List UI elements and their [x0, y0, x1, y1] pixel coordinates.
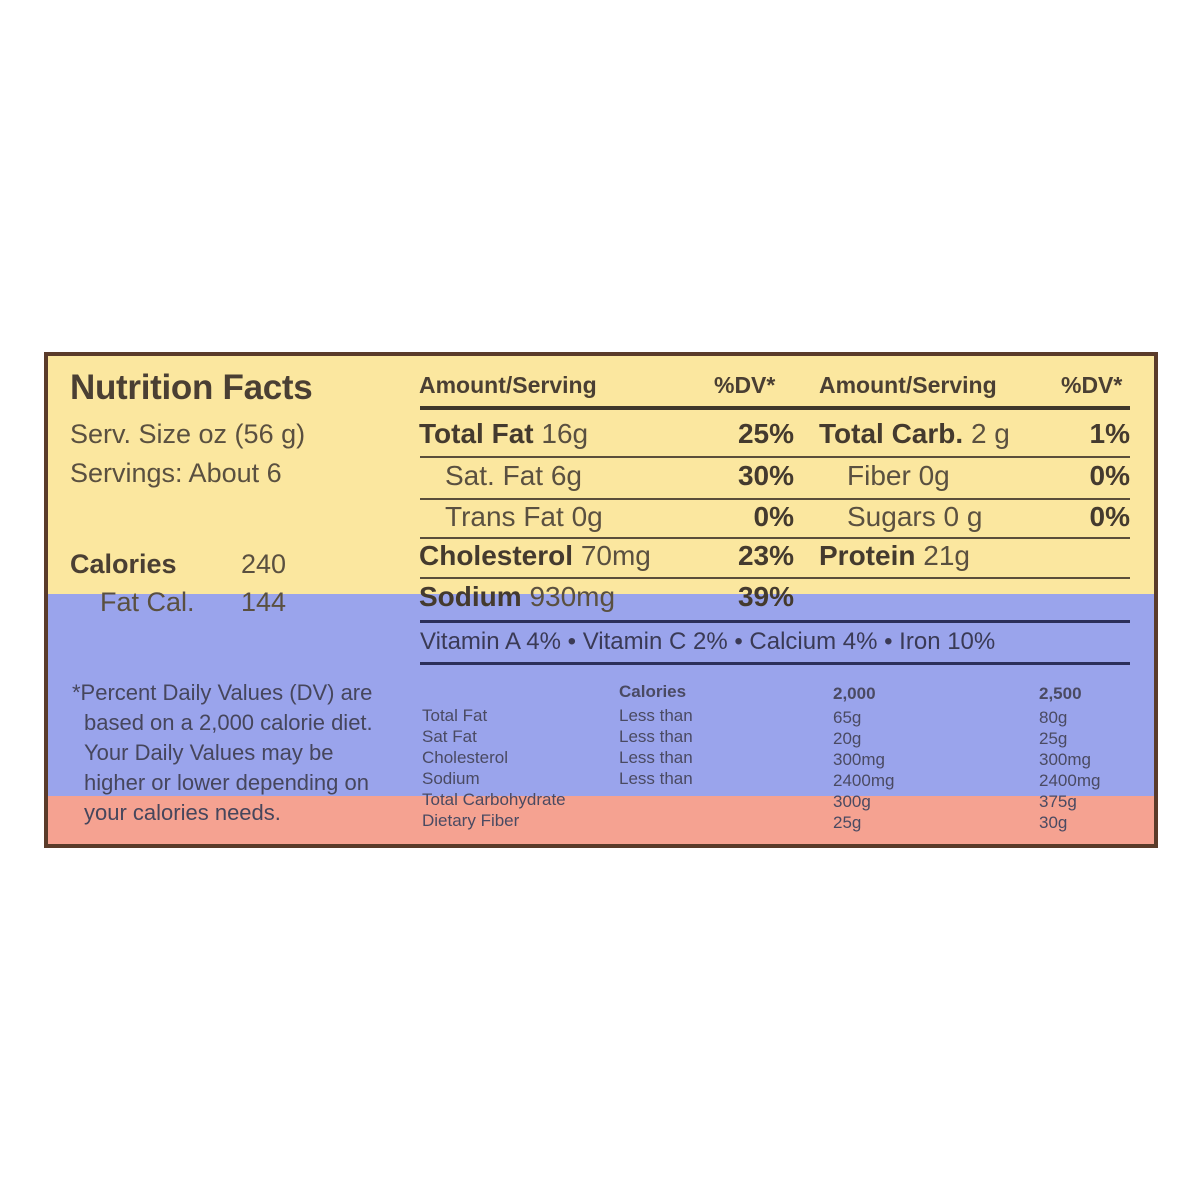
- vitamins-minerals: Vitamin A 4% • Vitamin C 2% • Calcium 4%…: [420, 628, 996, 655]
- dv-table-2500-values: 80g 25g 300mg 2400mg 375g 30g: [1039, 708, 1101, 832]
- calories-label: Calories: [70, 549, 177, 579]
- dv-table-header-2500: 2,500: [1039, 684, 1082, 703]
- nutrient-sodium: Sodium 930mg: [419, 581, 616, 612]
- nutrient-sugars: Sugars 0 g: [847, 501, 983, 532]
- footnote-line: based on a 2,000 calorie diet.: [84, 710, 373, 735]
- row-rule: [420, 498, 1130, 500]
- left-header-dv: %DV*: [714, 372, 776, 398]
- dv-table-header-2000: 2,000: [833, 684, 876, 703]
- nutrient-fiber: Fiber 0g: [847, 460, 950, 491]
- vitamins-top-rule: [420, 620, 1130, 623]
- nutrient-protein: Protein 21g: [819, 540, 970, 571]
- dv-total-carb: 1%: [1089, 418, 1130, 449]
- footnote-line: higher or lower depending on: [84, 770, 369, 795]
- dv-cholesterol: 23%: [737, 540, 794, 571]
- footnote-line: Your Daily Values may be: [84, 740, 334, 765]
- fat-calories-label: Fat Cal.: [100, 587, 195, 617]
- row-rule: [420, 577, 1130, 579]
- dv-table-header-calories: Calories: [619, 682, 687, 701]
- dv-table-limits: Less than Less than Less than Less than: [619, 706, 693, 788]
- dv-fiber: 0%: [1089, 460, 1130, 491]
- fat-calories-value: 144: [241, 587, 287, 617]
- row-rule: [420, 537, 1130, 539]
- vitamins-bottom-rule: [420, 662, 1130, 665]
- serving-size: Serv. Size oz (56 g): [70, 419, 306, 449]
- right-header-amount: Amount/Serving: [819, 372, 997, 398]
- dv-table-nutrients: Total Fat Sat Fat Cholesterol Sodium Total …: [422, 706, 566, 830]
- dv-sodium: 39%: [737, 581, 794, 612]
- footnote-line: *Percent Daily Values (DV) are: [72, 680, 373, 705]
- daily-value-footnote: *Percent Daily Values (DV) are based on …: [72, 678, 373, 828]
- servings-per-container: Servings: About 6: [70, 458, 282, 488]
- nutrient-total-carb: Total Carb. 2 g: [819, 418, 1010, 449]
- nutrient-trans-fat: Trans Fat 0g: [445, 501, 603, 532]
- label-title: Nutrition Facts: [70, 368, 313, 407]
- right-header-dv: %DV*: [1061, 372, 1123, 398]
- dv-total-fat: 25%: [737, 418, 794, 449]
- dv-sat-fat: 30%: [737, 460, 794, 491]
- nutrient-sat-fat: Sat. Fat 6g: [445, 460, 582, 491]
- footnote-line: your calories needs.: [84, 800, 281, 825]
- row-rule: [420, 456, 1130, 458]
- dv-table-2000-values: 65g 20g 300mg 2400mg 300g 25g: [833, 708, 895, 832]
- nutrient-cholesterol: Cholesterol 70mg: [419, 540, 651, 571]
- left-header-amount: Amount/Serving: [419, 372, 597, 398]
- dv-sugars: 0%: [1089, 501, 1130, 532]
- calories-value: 240: [241, 549, 287, 579]
- header-rule: [420, 406, 1130, 410]
- dv-trans-fat: 0%: [753, 501, 794, 532]
- nutrient-total-fat: Total Fat 16g: [419, 418, 589, 449]
- nutrition-facts-label: Nutrition Facts Serv. Size oz (56 g) Ser…: [44, 352, 1158, 848]
